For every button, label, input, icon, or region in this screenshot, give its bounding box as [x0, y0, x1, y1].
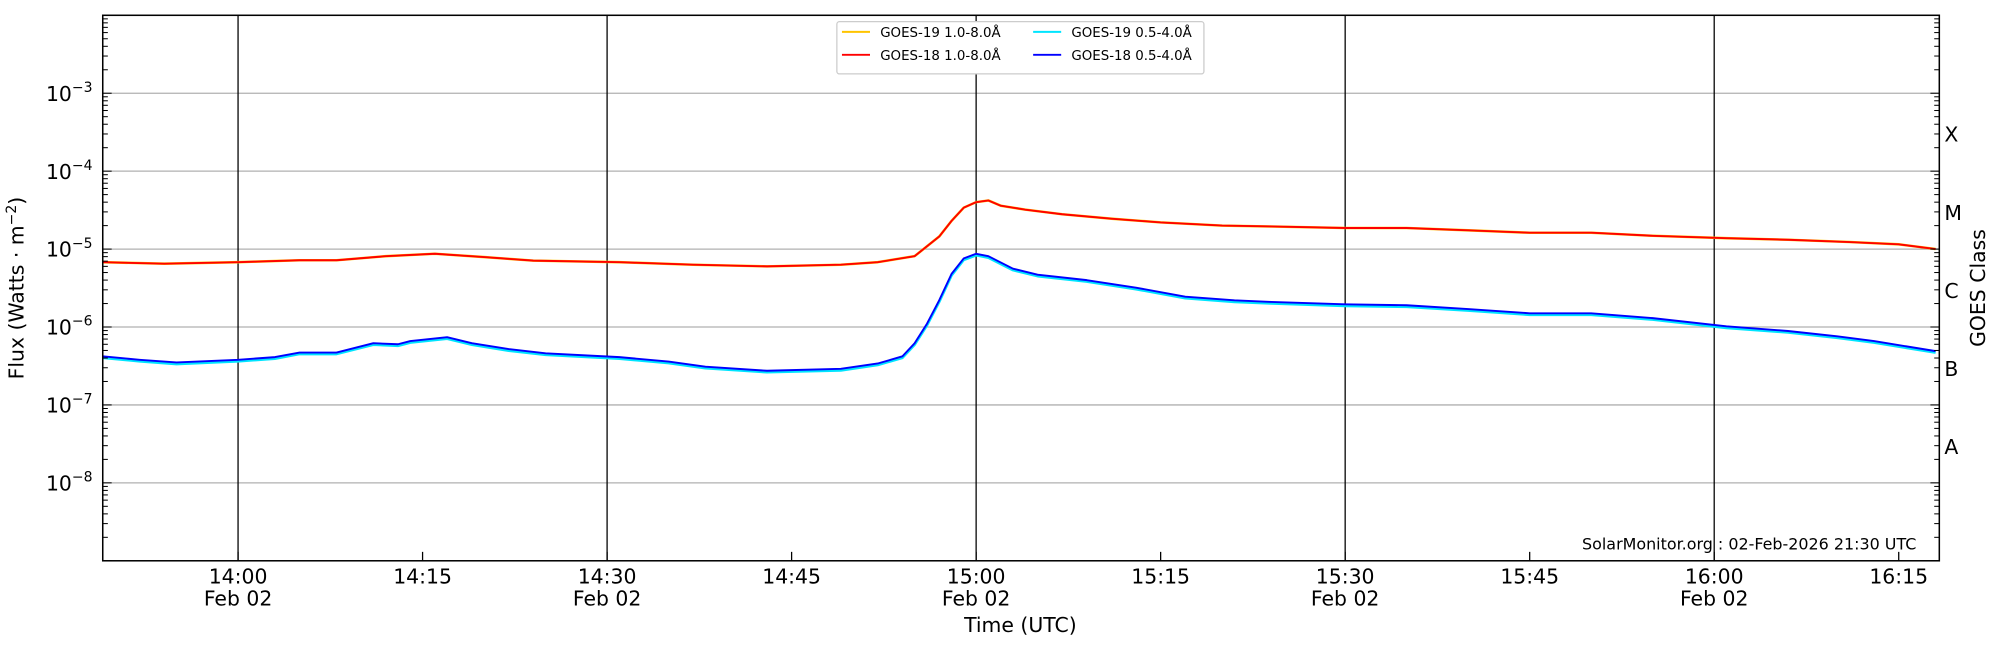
grid — [102, 15, 1940, 561]
series-line-goes-18-1-0-8-0- — [102, 199, 1936, 268]
y-tick-label: 10−5 — [46, 236, 93, 262]
legend-label: GOES-19 0.5-4.0Å — [1071, 24, 1192, 41]
series-line-goes-18-0-5-4-0- — [102, 252, 1936, 372]
x-tick-date-label: Feb 02 — [1311, 586, 1379, 610]
x-tick-date-label: Feb 02 — [204, 586, 272, 610]
legend-label: GOES-18 1.0-8.0Å — [880, 47, 1001, 64]
x-tick-label: 14:45 — [762, 565, 821, 589]
legend-box — [836, 21, 1205, 75]
goes-class-label: X — [1944, 122, 1958, 146]
watermark: SolarMonitor.org : 02-Feb-2026 21:30 UTC — [1582, 534, 1916, 553]
y-tick-label: 10−7 — [46, 392, 93, 418]
legend: GOES-19 1.0-8.0Å GOES-18 1.0-8.0Å GOES-19 … — [836, 21, 1205, 75]
x-tick-label: 15:30 — [1316, 565, 1375, 589]
x-tick-label: 14:30 — [578, 565, 637, 589]
legend-label: GOES-19 1.0-8.0Å — [880, 24, 1001, 41]
x-tick-date-label: Feb 02 — [1680, 586, 1748, 610]
x-tick-label: 15:15 — [1131, 565, 1190, 589]
series-line-goes-19-0-5-4-0- — [102, 254, 1936, 374]
series-lines — [102, 199, 1936, 374]
y-tick-label: 10−4 — [46, 158, 93, 184]
y-axis-label-right: GOES Class — [1966, 229, 1990, 347]
y-axis-label: Flux (Watts · m−2) — [4, 197, 29, 380]
x-axis-label: Time (UTC) — [963, 613, 1077, 637]
legend-label: GOES-18 0.5-4.0Å — [1071, 47, 1192, 64]
goes-class-label: C — [1944, 279, 1958, 303]
x-tick-label: 16:15 — [1869, 565, 1928, 589]
goes-class-label: B — [1944, 357, 1958, 381]
goes-class-label: M — [1944, 201, 1962, 225]
x-tick-date-label: Feb 02 — [573, 586, 641, 610]
x-tick-label: 14:00 — [209, 565, 268, 589]
plot-frame — [101, 14, 1941, 562]
x-tick-label: 15:45 — [1500, 565, 1559, 589]
y-tick-label: 10−6 — [46, 314, 93, 340]
x-tick-label: 16:00 — [1685, 565, 1744, 589]
y-tick-label: 10−3 — [46, 80, 93, 106]
x-tick-date-label: Feb 02 — [942, 586, 1010, 610]
goes-class-label: A — [1944, 435, 1958, 459]
x-tick-label: 14:15 — [393, 565, 452, 589]
x-tick-label: 15:00 — [947, 565, 1006, 589]
y-tick-label: 10−8 — [46, 470, 93, 496]
